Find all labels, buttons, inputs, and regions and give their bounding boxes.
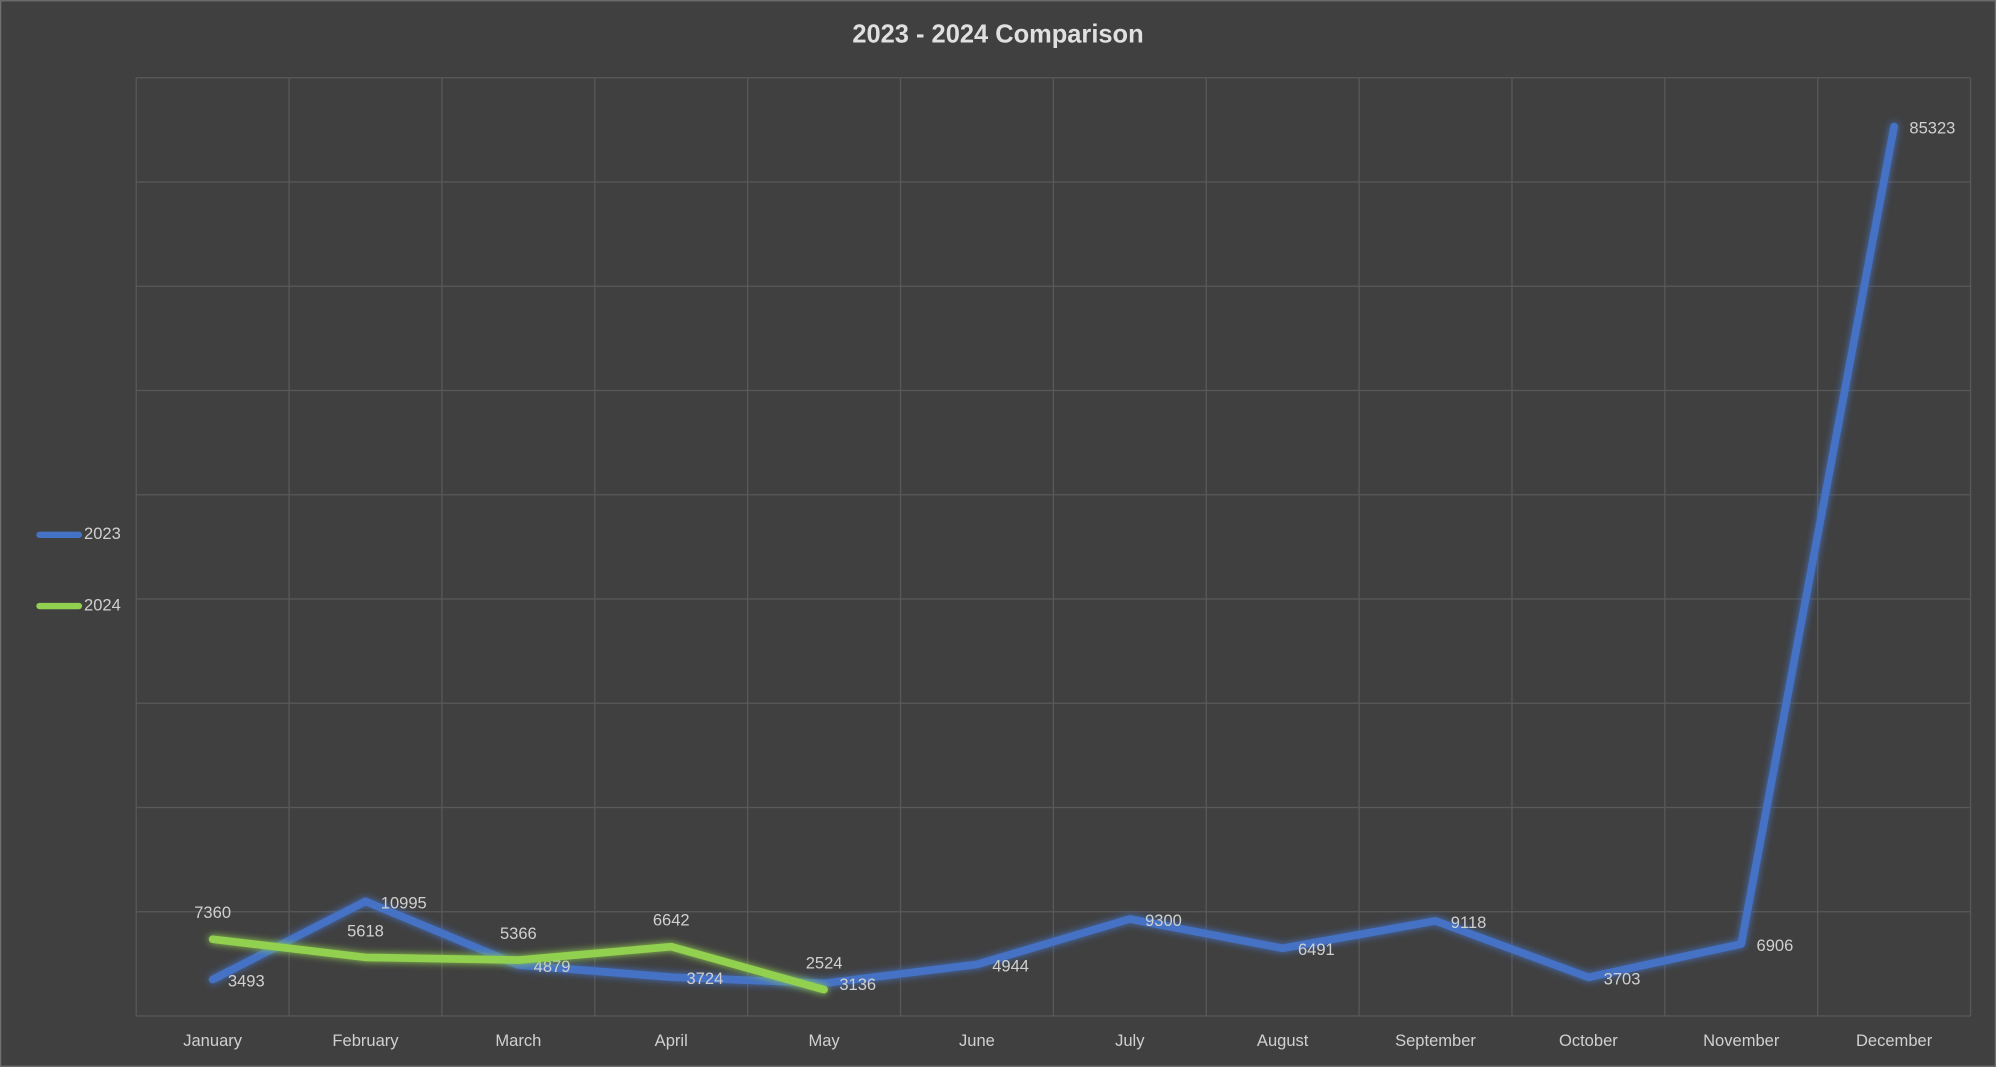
x-tick-label: February [332,1031,399,1050]
data-label: 9118 [1451,913,1487,932]
legend-label: 2023 [84,524,121,543]
data-label: 9300 [1145,911,1182,930]
x-tick-label: June [959,1031,995,1050]
data-label: 3136 [839,975,876,994]
data-label: 3493 [228,971,265,990]
legend-label: 2024 [84,595,121,614]
x-tick-label: May [808,1031,840,1050]
series-line [208,122,1898,988]
data-label: 3703 [1604,969,1641,988]
data-label: 5366 [500,924,537,943]
data-label: 6491 [1298,940,1335,959]
data-label: 7360 [194,903,231,922]
data-label: 4879 [534,957,571,976]
x-tick-label: April [655,1031,688,1050]
x-tick-label: March [495,1031,541,1050]
x-tick-label: January [183,1031,243,1050]
data-label: 3724 [686,969,723,988]
x-tick-label: November [1703,1031,1780,1050]
data-label: 6906 [1757,936,1794,955]
x-tick-label: August [1257,1031,1309,1050]
data-label: 10995 [381,893,427,912]
x-tick-label: September [1395,1031,1476,1050]
series-line [208,935,828,994]
data-label: 5618 [347,921,384,940]
chart-title: 2023 - 2024 Comparison [852,20,1143,48]
x-tick-label: July [1115,1031,1145,1050]
data-label: 6642 [653,911,690,930]
x-tick-label: December [1856,1031,1933,1050]
data-label: 4944 [992,956,1029,975]
data-label: 2524 [806,954,843,973]
x-tick-label: October [1559,1031,1618,1050]
data-label: 85323 [1909,118,1955,137]
